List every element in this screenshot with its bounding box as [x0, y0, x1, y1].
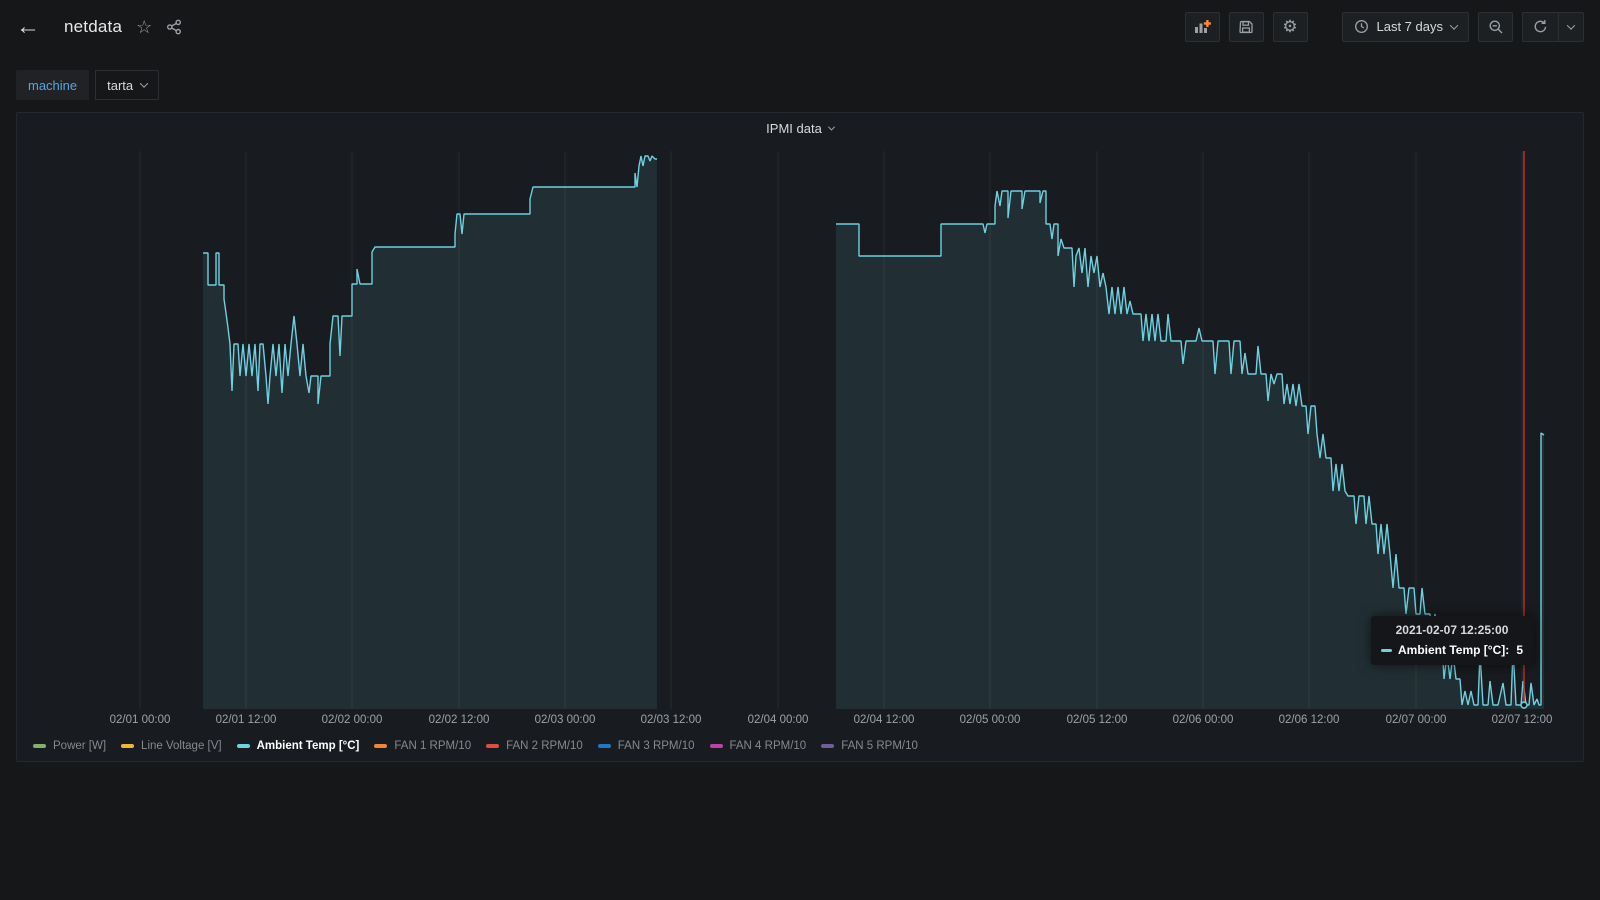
legend-label: FAN 4 RPM/10	[729, 740, 807, 752]
panel-ipmi-data: IPMI data 02/01 00:00 02/01 12:00 02/02 00…	[16, 112, 1584, 762]
legend-item[interactable]: Ambient Temp [°C]	[236, 740, 360, 752]
tooltip-value: 5	[1516, 643, 1523, 657]
legend-swatch-icon	[821, 744, 835, 748]
legend-item[interactable]: FAN 3 RPM/10	[597, 740, 695, 752]
add-panel-button[interactable]	[1184, 11, 1220, 42]
dashboard-title: netdata	[64, 16, 123, 36]
save-dashboard-button[interactable]	[1228, 11, 1264, 42]
legend-item[interactable]: FAN 5 RPM/10	[821, 740, 918, 752]
chevron-down-icon	[139, 79, 149, 88]
tooltip-timestamp: 2021-02-07 12:25:00	[1395, 623, 1509, 637]
refresh-button[interactable]	[1522, 11, 1559, 42]
legend-swatch-icon	[121, 744, 135, 748]
gear-icon: ⚙	[1282, 17, 1298, 36]
legend-label: Ambient Temp [°C]	[256, 740, 360, 752]
panel-title-menu[interactable]: IPMI data	[17, 113, 1583, 143]
share-icon[interactable]	[166, 19, 182, 35]
variable-value-dropdown[interactable]: tarta	[95, 70, 160, 100]
series-color-dash	[1381, 648, 1392, 652]
legend-swatch-icon	[709, 744, 723, 748]
time-range-picker[interactable]: Last 7 days	[1341, 11, 1469, 42]
legend-item[interactable]: FAN 1 RPM/10	[374, 740, 471, 752]
legend-swatch-icon	[486, 744, 500, 748]
legend-label: Line Voltage [V]	[141, 740, 222, 752]
time-range-label: Last 7 days	[1376, 19, 1444, 34]
legend-item[interactable]: FAN 4 RPM/10	[709, 740, 807, 752]
tooltip-series-label: Ambient Temp [°C]:	[1398, 643, 1510, 657]
legend-label: FAN 2 RPM/10	[506, 740, 583, 752]
hover-point-marker	[1520, 701, 1528, 709]
chevron-down-icon	[1449, 20, 1459, 30]
refresh-interval-dropdown[interactable]	[1559, 11, 1584, 42]
star-icon[interactable]: ☆	[136, 16, 153, 37]
variable-value: tarta	[107, 77, 134, 93]
back-arrow-icon[interactable]: ←	[16, 12, 40, 40]
legend: Power [W] Line Voltage [V] Ambient Temp [°…	[33, 740, 918, 752]
legend-item[interactable]: Power [W]	[33, 740, 106, 752]
navbar: ← netdata ☆	[0, 0, 1600, 53]
legend-label: Power [W]	[53, 740, 107, 752]
dashboard-settings-button[interactable]: ⚙	[1272, 11, 1308, 42]
timeseries-chart[interactable]	[17, 113, 1585, 763]
legend-swatch-icon	[597, 744, 611, 748]
series-line	[203, 155, 657, 405]
zoom-out-button[interactable]	[1478, 11, 1513, 42]
add-panel-icon	[1195, 19, 1211, 33]
legend-label: FAN 1 RPM/10	[394, 740, 472, 752]
series-fill	[203, 156, 657, 709]
legend-item[interactable]: FAN 2 RPM/10	[486, 740, 583, 752]
legend-label: FAN 5 RPM/10	[841, 740, 918, 752]
legend-item[interactable]: Line Voltage [V]	[121, 740, 222, 752]
legend-swatch-icon	[236, 744, 250, 748]
clock-icon	[1354, 20, 1368, 33]
zoom-out-icon	[1489, 20, 1502, 33]
series-fill	[836, 191, 1544, 709]
legend-swatch-icon	[33, 744, 46, 748]
series-line	[836, 190, 1545, 706]
chevron-down-icon	[1566, 20, 1576, 30]
panel-title: IPMI data	[766, 120, 822, 136]
save-icon	[1239, 20, 1253, 33]
variable-label-machine[interactable]: machine	[16, 70, 90, 100]
legend-label: FAN 3 RPM/10	[617, 740, 695, 752]
refresh-icon	[1534, 20, 1547, 33]
chart-tooltip: 2021-02-07 12:25:00 Ambient Temp [°C]: 5	[1371, 616, 1533, 665]
legend-swatch-icon	[374, 744, 388, 748]
submenu-variables: machine tarta	[16, 70, 160, 100]
